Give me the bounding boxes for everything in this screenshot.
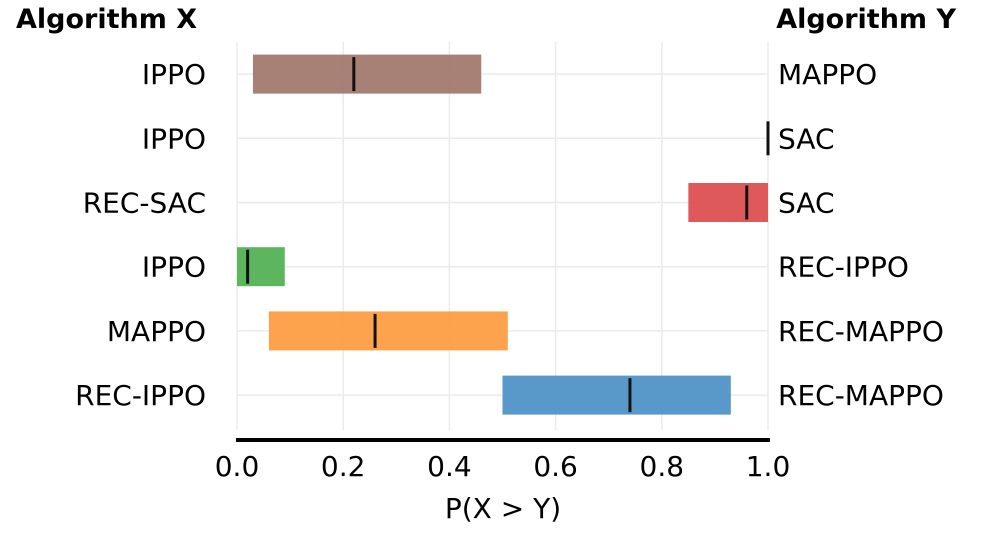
interval-bar <box>268 311 508 351</box>
algorithm-x-label: REC-SAC <box>83 187 206 220</box>
algorithm-x-label: REC-IPPO <box>75 379 206 412</box>
algorithm-y-label: SAC <box>778 187 835 220</box>
x-tick-label: 0.4 <box>427 450 472 483</box>
x-tick-label: 0.8 <box>640 450 685 483</box>
x-tick-label: 1.0 <box>746 450 791 483</box>
algorithm-x-label: IPPO <box>142 122 206 155</box>
algorithm-y-label: REC-MAPPO <box>778 379 944 412</box>
algorithm-y-label: MAPPO <box>778 58 877 91</box>
x-tick-label: 0.2 <box>321 450 366 483</box>
algorithm-y-label: REC-IPPO <box>778 251 909 284</box>
grid-lines <box>236 42 769 430</box>
algorithm-y-label: REC-MAPPO <box>778 315 944 348</box>
x-tick-label: 0.0 <box>215 450 260 483</box>
left-header: Algorithm X <box>16 4 197 35</box>
algorithm-y-label: SAC <box>778 122 835 155</box>
x-axis-label: P(X > Y) <box>445 492 561 525</box>
interval-bar <box>237 247 285 287</box>
algorithm-x-labels: IPPO IPPO REC-SAC IPPO MAPPO REC-IPPO <box>75 58 206 412</box>
algorithm-x-label: IPPO <box>142 58 206 91</box>
algorithm-y-labels: MAPPO SAC SAC REC-IPPO REC-MAPPO REC-MAPPO <box>778 58 944 412</box>
interval-bar <box>502 375 731 415</box>
x-tick-label: 0.6 <box>533 450 578 483</box>
interval-bars <box>237 54 770 415</box>
right-header: Algorithm Y <box>776 4 956 35</box>
algorithm-x-label: MAPPO <box>107 315 206 348</box>
interval-bar <box>252 54 482 94</box>
algorithm-x-label: IPPO <box>142 251 206 284</box>
interval-bar <box>688 183 768 222</box>
x-tick-labels: 0.0 0.2 0.4 0.6 0.8 1.0 <box>215 450 791 483</box>
